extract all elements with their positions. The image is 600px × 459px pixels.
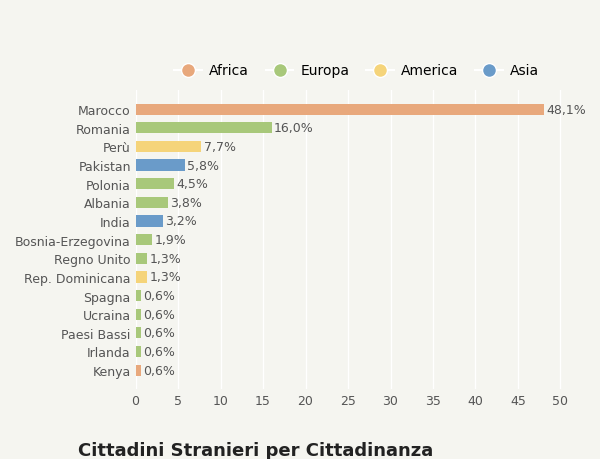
Bar — [136, 309, 141, 320]
Text: 5,8%: 5,8% — [187, 159, 220, 172]
Text: 0,6%: 0,6% — [143, 290, 175, 302]
Text: 16,0%: 16,0% — [274, 122, 314, 135]
Text: 1,3%: 1,3% — [149, 252, 181, 265]
Text: 1,3%: 1,3% — [149, 271, 181, 284]
Bar — [136, 141, 201, 153]
Bar — [136, 253, 146, 264]
Bar — [136, 216, 163, 227]
Text: 0,6%: 0,6% — [143, 308, 175, 321]
Text: 0,6%: 0,6% — [143, 345, 175, 358]
Bar — [136, 365, 141, 376]
Bar — [136, 235, 152, 246]
Bar — [136, 272, 146, 283]
Text: 4,5%: 4,5% — [176, 178, 208, 191]
Bar — [136, 291, 141, 302]
Bar — [136, 328, 141, 339]
Bar — [136, 346, 141, 357]
Text: 0,6%: 0,6% — [143, 364, 175, 377]
Text: 0,6%: 0,6% — [143, 327, 175, 340]
Bar — [136, 104, 544, 116]
Bar — [136, 160, 185, 171]
Bar — [136, 197, 168, 208]
Legend: Africa, Europa, America, Asia: Africa, Europa, America, Asia — [169, 59, 544, 84]
Text: 7,7%: 7,7% — [203, 140, 236, 154]
Bar — [136, 179, 174, 190]
Bar — [136, 123, 272, 134]
Text: 3,2%: 3,2% — [166, 215, 197, 228]
Text: Cittadini Stranieri per Cittadinanza: Cittadini Stranieri per Cittadinanza — [78, 441, 433, 459]
Text: 1,9%: 1,9% — [154, 234, 186, 246]
Text: 3,8%: 3,8% — [170, 196, 202, 209]
Text: 48,1%: 48,1% — [547, 103, 587, 116]
